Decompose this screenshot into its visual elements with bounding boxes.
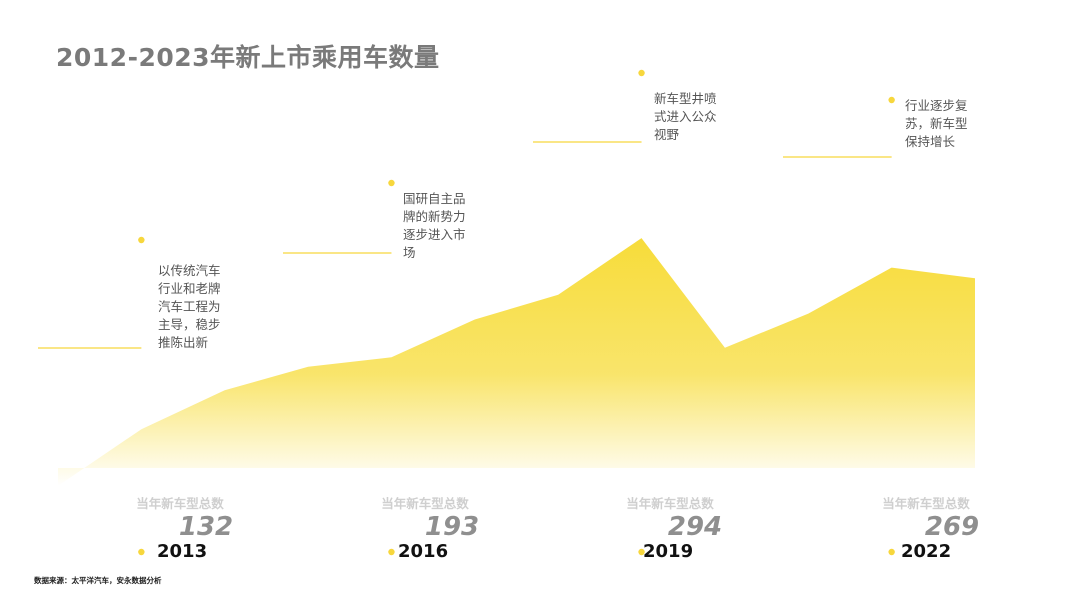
bottom-marker-2013: [138, 548, 145, 556]
year-label-2019: 2019: [643, 541, 694, 562]
stat-label-2016: 当年新车型总数: [381, 496, 469, 511]
annotation-2016: 国研自主品 牌的新势力 逐步进入市 场: [403, 191, 466, 260]
stat-label-2022: 当年新车型总数: [882, 496, 970, 511]
stat-value-2019: 294: [667, 512, 723, 542]
stat-value-2022: 269: [924, 512, 980, 542]
annotation-2019: 新车型井喷 式进入公众 视野: [654, 91, 717, 142]
year-label-2016: 2016: [398, 541, 449, 562]
data-source: 数据来源：太平洋汽车，安永数据分析: [34, 576, 162, 585]
stat-label-2019: 当年新车型总数: [626, 496, 714, 511]
chart-title: 2012-2023年新上市乘用车数量: [56, 43, 440, 72]
top-marker-2022: [888, 96, 895, 104]
top-marker-2019: [638, 69, 645, 77]
stat-value-2016: 193: [424, 512, 480, 542]
stat-label-2013: 当年新车型总数: [136, 496, 224, 511]
bottom-marker-2016: [388, 548, 395, 556]
top-marker-2016: [388, 179, 395, 187]
area-series: [58, 238, 975, 486]
bottom-marker-2019: [638, 548, 645, 556]
year-label-2013: 2013: [157, 541, 208, 562]
bottom-marker-2022: [888, 548, 895, 556]
annotation-2022: 行业逐步复 苏，新车型 保持增长: [905, 98, 968, 149]
annotation-2013: 以传统汽车 行业和老牌 汽车工程为 主导，稳步 推陈出新: [158, 263, 221, 350]
top-marker-2013: [138, 236, 145, 244]
stat-value-2013: 132: [178, 512, 234, 542]
year-label-2022: 2022: [901, 541, 952, 562]
